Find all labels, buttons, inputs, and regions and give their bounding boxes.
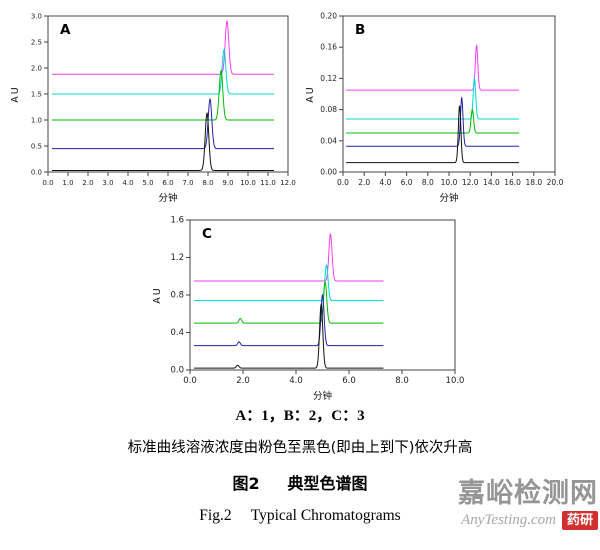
svg-text:2.0: 2.0 <box>82 179 93 187</box>
svg-text:0.12: 0.12 <box>320 74 337 83</box>
svg-text:12.0: 12.0 <box>280 179 296 187</box>
svg-text:16.0: 16.0 <box>504 178 521 187</box>
svg-text:8.0: 8.0 <box>422 178 434 187</box>
svg-text:1.6: 1.6 <box>170 216 184 226</box>
caption-figure-title-zh: 图2 典型色谱图 <box>232 474 368 493</box>
figure-captions: A：1，B：2，C：3 标准曲线溶液浓度由粉色至黑色(即由上到下)依次升高 图2… <box>0 404 600 525</box>
svg-text:0.00: 0.00 <box>320 168 337 177</box>
svg-text:B: B <box>355 22 365 38</box>
svg-text:8.0: 8.0 <box>202 179 213 187</box>
svg-text:1.0: 1.0 <box>31 117 42 125</box>
chromatogram-chart-b: 0.0 2.0 4.0 6.0 8.0 10.0 12.0 14.0 16.0 18.0 20.0 0… <box>305 12 564 205</box>
svg-text:10.0: 10.0 <box>240 179 256 187</box>
svg-text:10.0: 10.0 <box>446 376 465 386</box>
svg-text:1.5: 1.5 <box>31 91 42 99</box>
watermark-row: AnyTesting.com 药研 <box>378 511 598 530</box>
watermark-site-url: AnyTesting.com <box>461 511 556 528</box>
svg-text:0.04: 0.04 <box>320 136 337 145</box>
svg-text:0.20: 0.20 <box>320 12 337 21</box>
svg-text:7.0: 7.0 <box>182 179 193 187</box>
svg-text:分钟: 分钟 <box>313 390 332 402</box>
watermark-badge: 药研 <box>561 511 598 530</box>
caption-series-mapping: A：1，B：2，C：3 <box>235 408 365 424</box>
svg-text:20.0: 20.0 <box>547 178 564 187</box>
svg-text:C: C <box>202 226 212 242</box>
svg-text:2.0: 2.0 <box>236 376 250 386</box>
svg-text:6.0: 6.0 <box>401 178 413 187</box>
svg-text:8.0: 8.0 <box>395 376 409 386</box>
svg-text:1.0: 1.0 <box>62 179 73 187</box>
svg-text:4.0: 4.0 <box>122 179 133 187</box>
svg-text:0.0: 0.0 <box>42 179 53 187</box>
svg-text:AU: AU <box>10 85 21 102</box>
svg-text:0.0: 0.0 <box>337 178 349 187</box>
svg-text:0.0: 0.0 <box>31 169 42 177</box>
svg-text:3.0: 3.0 <box>102 179 113 187</box>
svg-text:2.0: 2.0 <box>358 178 370 187</box>
svg-text:0.8: 0.8 <box>170 291 184 301</box>
chromatogram-panel-a: 0.0 1.0 2.0 3.0 4.0 5.0 6.0 7.0 8.0 9.0 10.0 11.0 12… <box>8 6 298 209</box>
chromatogram-panel-c: 0.0 2.0 4.0 6.0 8.0 10.0 0.0 0.4 0.8 1.2 1.6 分钟 AU C <box>150 210 465 407</box>
svg-text:分钟: 分钟 <box>158 192 177 204</box>
svg-text:3.0: 3.0 <box>31 13 42 21</box>
svg-text:18.0: 18.0 <box>525 178 542 187</box>
watermark: 嘉峪检测网 AnyTesting.com 药研 <box>378 478 598 530</box>
svg-text:9.0: 9.0 <box>222 179 233 187</box>
svg-text:4.0: 4.0 <box>289 376 303 386</box>
svg-text:A: A <box>60 22 71 38</box>
svg-text:2.5: 2.5 <box>31 39 42 47</box>
svg-text:4.0: 4.0 <box>379 178 391 187</box>
svg-text:0.08: 0.08 <box>320 105 337 114</box>
chromatogram-panel-b: 0.0 2.0 4.0 6.0 8.0 10.0 12.0 14.0 16.0 18.0 20.0 0… <box>303 6 565 209</box>
caption-concentration-note: 标准曲线溶液浓度由粉色至黑色(即由上到下)依次升高 <box>127 440 473 456</box>
svg-text:5.0: 5.0 <box>142 179 153 187</box>
svg-text:0.0: 0.0 <box>170 366 184 376</box>
svg-text:11.0: 11.0 <box>260 179 276 187</box>
svg-text:0.5: 0.5 <box>31 143 42 151</box>
chromatogram-chart-a: 0.0 1.0 2.0 3.0 4.0 5.0 6.0 7.0 8.0 9.0 10.0 11.0 12… <box>10 13 296 205</box>
svg-text:2.0: 2.0 <box>31 65 42 73</box>
svg-text:0.0: 0.0 <box>183 376 197 386</box>
svg-text:AU: AU <box>305 85 316 102</box>
svg-text:1.2: 1.2 <box>170 253 184 263</box>
watermark-site-name: 嘉峪检测网 <box>458 478 598 508</box>
svg-text:14.0: 14.0 <box>483 178 500 187</box>
svg-text:10.0: 10.0 <box>441 178 458 187</box>
svg-text:0.4: 0.4 <box>170 328 184 338</box>
chromatogram-chart-c: 0.0 2.0 4.0 6.0 8.0 10.0 0.0 0.4 0.8 1.2 1.6 分钟 AU C <box>152 216 465 403</box>
svg-text:6.0: 6.0 <box>342 376 356 386</box>
svg-text:AU: AU <box>152 286 163 303</box>
caption-figure-title-en: Fig.2 Typical Chromatograms <box>199 507 401 524</box>
svg-text:分钟: 分钟 <box>439 192 458 204</box>
svg-text:12.0: 12.0 <box>462 178 479 187</box>
svg-text:0.16: 0.16 <box>320 43 337 52</box>
svg-text:6.0: 6.0 <box>162 179 173 187</box>
